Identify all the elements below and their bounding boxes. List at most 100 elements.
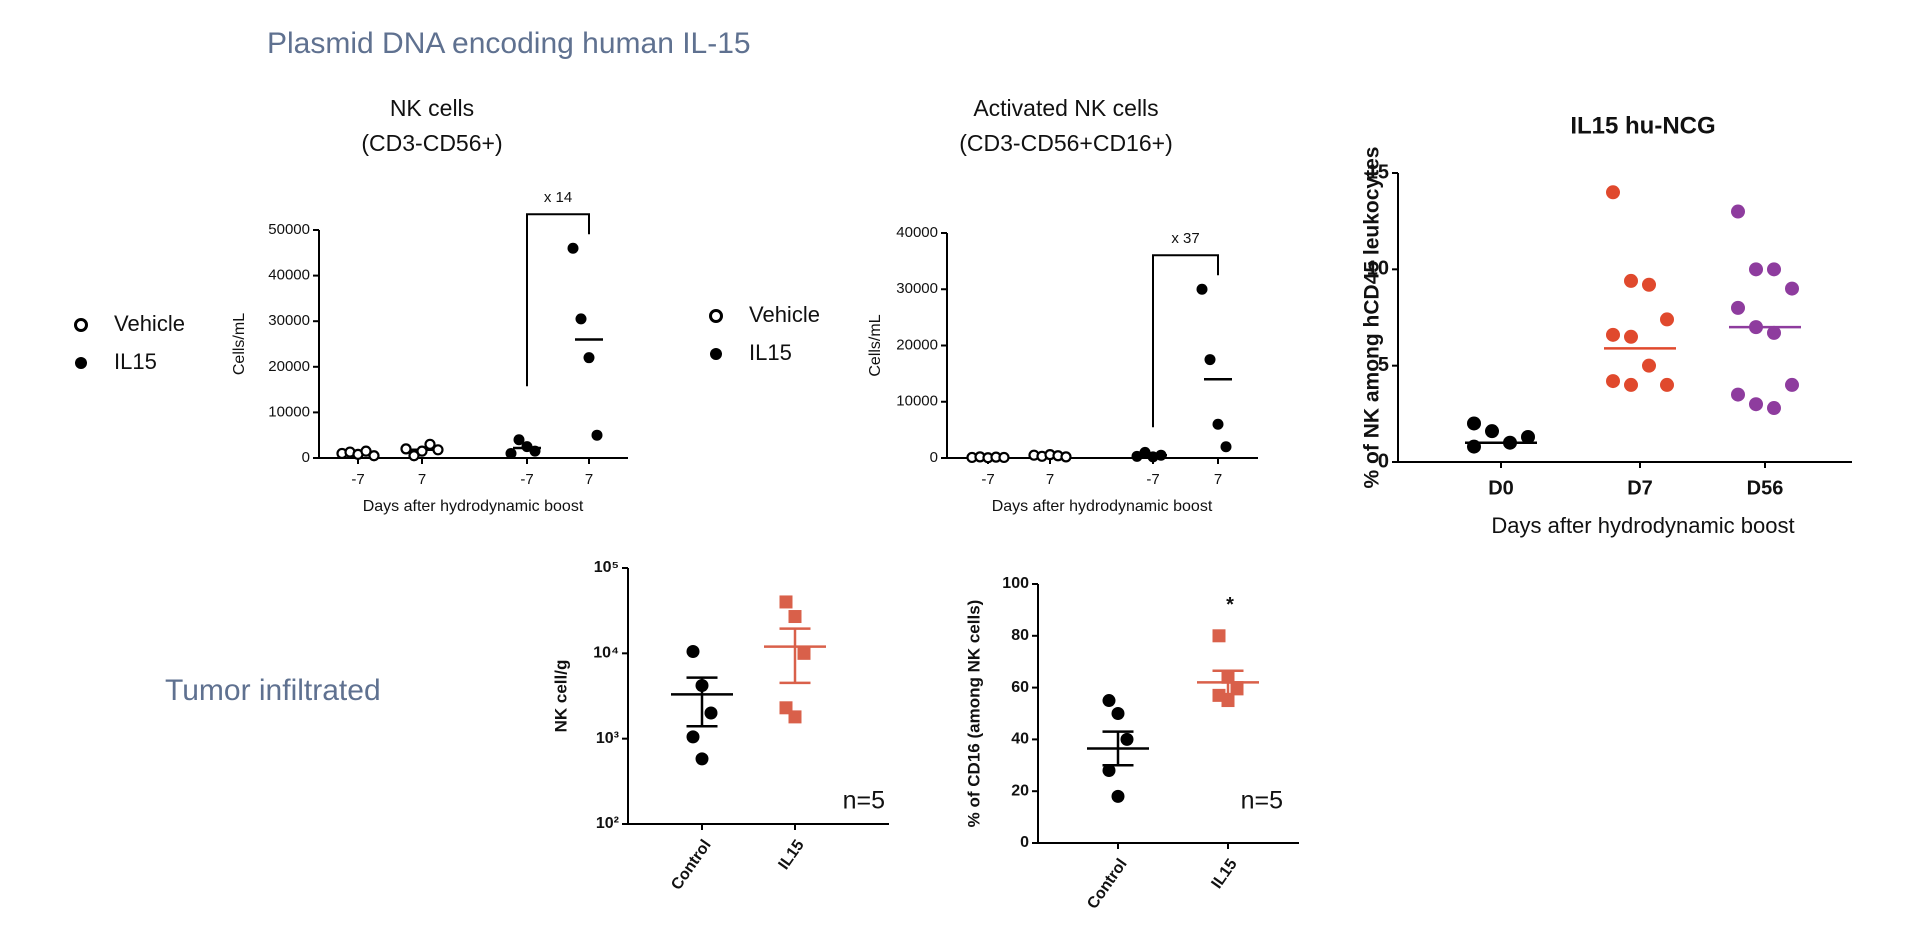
point: [1485, 424, 1499, 439]
point: [1749, 320, 1763, 335]
point: [695, 678, 709, 692]
legend-marker: [74, 318, 88, 332]
point: [529, 445, 541, 457]
point: [1221, 670, 1235, 684]
point: [1196, 283, 1208, 295]
legend-marker: [709, 309, 723, 323]
y-axis-label: NK cell/g: [551, 660, 570, 733]
point: [1624, 377, 1638, 392]
y-tick-label: 10000: [896, 393, 938, 410]
point: [1785, 377, 1799, 392]
point: [1642, 358, 1656, 373]
y-axis-label: Cells/mL: [231, 313, 248, 375]
x-tick-label: IL15: [1208, 856, 1240, 892]
page-title: Plasmid DNA encoding human IL-15: [267, 27, 751, 60]
point: [1102, 694, 1116, 708]
point: [686, 645, 700, 659]
point: [1503, 435, 1517, 450]
point: [1731, 300, 1745, 315]
x-tick-label: -7: [351, 471, 364, 488]
y-tick-label: 50000: [268, 221, 310, 238]
point: [505, 447, 517, 459]
point: [521, 441, 533, 453]
significance: *: [1226, 594, 1234, 616]
x-tick-label: 7: [418, 471, 426, 488]
y-tick-label: 10⁵: [594, 559, 619, 576]
y-tick-label: 80: [1011, 627, 1029, 644]
y-tick-label: 15: [1367, 161, 1389, 183]
y-tick-label: 20000: [896, 336, 938, 353]
point: [686, 730, 700, 744]
point: [1606, 185, 1620, 200]
point: [368, 450, 380, 462]
point: [704, 706, 718, 720]
y-tick-label: 0: [302, 449, 310, 466]
point: [1731, 204, 1745, 219]
y-tick-label: 20: [1011, 782, 1029, 799]
point: [797, 646, 811, 660]
point: [591, 429, 603, 441]
point: [1521, 429, 1535, 444]
point: [1767, 401, 1781, 416]
chart-title: NK cells: [390, 95, 474, 121]
point: [424, 438, 436, 450]
point: [1731, 387, 1745, 402]
point: [360, 445, 372, 457]
y-tick-label: 40000: [896, 224, 938, 241]
x-tick-label: IL15: [775, 837, 807, 873]
point: [1606, 374, 1620, 389]
legend-label: IL15: [749, 340, 792, 365]
x-tick-label: Control: [668, 837, 715, 893]
point: [416, 445, 428, 457]
point: [583, 352, 595, 364]
point: [1212, 629, 1226, 643]
x-tick-label: 7: [585, 471, 593, 488]
y-tick-label: 20000: [268, 358, 310, 375]
point: [1767, 262, 1781, 277]
point: [1660, 312, 1674, 327]
point: [1111, 789, 1125, 803]
y-tick-label: 100: [1002, 575, 1029, 592]
x-tick-label: -7: [520, 471, 533, 488]
point: [513, 434, 525, 446]
point: [1624, 329, 1638, 344]
point: [1102, 763, 1116, 777]
point: [1230, 681, 1244, 695]
point: [695, 752, 709, 766]
x-tick-label: Control: [1084, 856, 1131, 912]
point: [788, 610, 802, 624]
fold-change: x 14: [544, 189, 572, 206]
chart-title: Activated NK cells: [973, 95, 1158, 121]
legend-label: Vehicle: [114, 311, 185, 336]
y-tick-label: 0: [1378, 450, 1389, 472]
point: [1624, 273, 1638, 288]
y-axis-label: % of CD16 (among NK cells): [964, 600, 983, 828]
y-tick-label: 10²: [596, 815, 619, 832]
y-tick-label: 10⁴: [593, 645, 619, 662]
y-tick-label: 0: [1020, 834, 1029, 851]
point: [567, 242, 579, 254]
x-axis-label: Days after hydrodynamic boost: [992, 498, 1213, 515]
section-label: Tumor infiltrated: [165, 674, 381, 707]
chart-title: (CD3-CD56+): [361, 130, 502, 156]
y-axis-label: % of NK among hCD45 leukocytes: [1361, 147, 1384, 489]
x-tick-label: D56: [1747, 477, 1784, 499]
n-label: n=5: [843, 787, 885, 815]
point: [1221, 694, 1235, 708]
y-tick-label: 40: [1011, 731, 1029, 748]
x-tick-label: -7: [981, 471, 994, 488]
point: [1467, 416, 1481, 431]
y-tick-label: 30000: [896, 280, 938, 297]
point: [1139, 446, 1151, 458]
point: [1749, 262, 1763, 277]
point: [575, 313, 587, 325]
y-tick-label: 10³: [596, 730, 619, 747]
legend-marker: [710, 348, 722, 360]
point: [1120, 732, 1134, 746]
fold-change: x 37: [1171, 230, 1199, 247]
point: [788, 710, 802, 724]
point: [432, 444, 444, 456]
x-tick-label: D0: [1488, 477, 1514, 499]
point: [1155, 449, 1167, 461]
